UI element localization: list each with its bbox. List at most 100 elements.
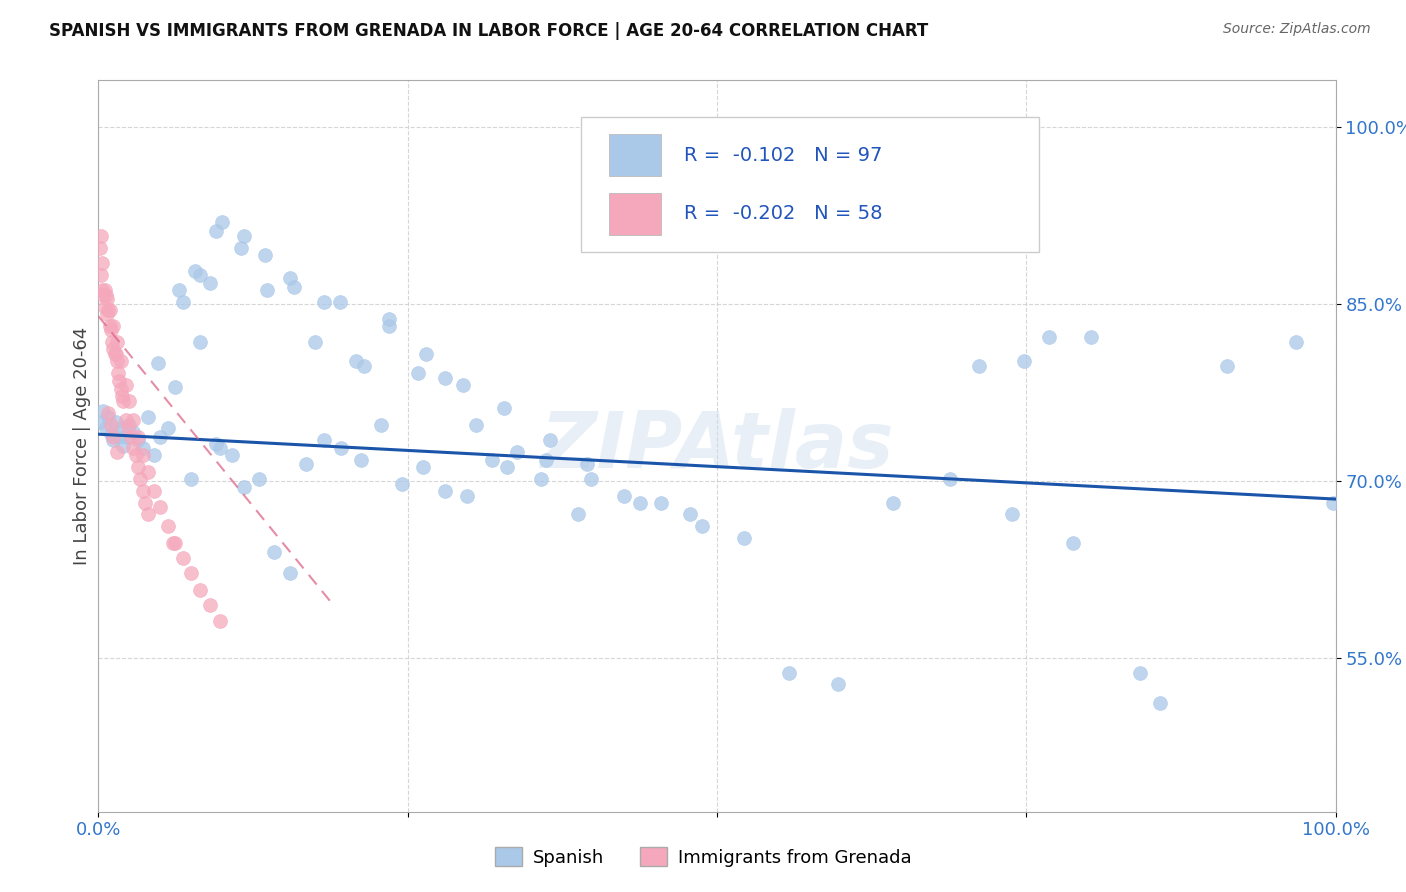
Point — [247, 472, 270, 486]
Text: ZIPAtlas: ZIPAtlas — [540, 408, 894, 484]
Point — [110, 383, 132, 397]
Point — [229, 241, 252, 255]
Point — [114, 377, 136, 392]
Point — [188, 335, 211, 350]
Point — [93, 288, 115, 302]
Point — [613, 489, 636, 503]
Point — [576, 457, 599, 471]
Point — [1038, 330, 1060, 344]
Point — [96, 292, 118, 306]
Point — [132, 483, 155, 498]
Point — [103, 318, 125, 333]
Point — [162, 535, 184, 549]
Point — [132, 442, 155, 456]
Point — [104, 347, 127, 361]
Point — [1216, 359, 1239, 373]
Point — [312, 295, 335, 310]
Point — [118, 394, 141, 409]
Point — [122, 425, 145, 439]
Point — [304, 335, 326, 350]
Point — [105, 335, 128, 350]
Point — [110, 421, 132, 435]
Point — [114, 429, 136, 443]
Point — [1080, 330, 1102, 344]
Point — [165, 535, 187, 549]
Point — [149, 500, 172, 515]
Point — [295, 457, 318, 471]
Point — [456, 489, 478, 503]
Point — [205, 224, 228, 238]
Point — [188, 582, 211, 597]
Point — [344, 354, 367, 368]
Point — [122, 442, 145, 456]
Point — [433, 370, 456, 384]
Point — [180, 472, 202, 486]
Point — [94, 288, 117, 302]
Point — [538, 433, 561, 447]
Point — [103, 343, 125, 357]
Point — [283, 279, 305, 293]
Point — [107, 366, 129, 380]
Point — [1000, 508, 1022, 522]
Point — [110, 354, 132, 368]
Point — [233, 480, 256, 494]
Point — [211, 215, 233, 229]
Point — [433, 483, 456, 498]
Point — [278, 271, 301, 285]
Point — [208, 442, 231, 456]
Point — [184, 264, 207, 278]
Point — [464, 417, 486, 432]
Point — [90, 229, 112, 244]
FancyBboxPatch shape — [609, 134, 661, 177]
Point — [112, 439, 135, 453]
Point — [93, 283, 115, 297]
Legend: Spanish, Immigrants from Grenada: Spanish, Immigrants from Grenada — [488, 840, 918, 874]
Point — [453, 377, 475, 392]
Point — [205, 436, 228, 450]
Text: SPANISH VS IMMIGRANTS FROM GRENADA IN LABOR FORCE | AGE 20-64 CORRELATION CHART: SPANISH VS IMMIGRANTS FROM GRENADA IN LA… — [49, 22, 928, 40]
Point — [118, 417, 141, 432]
Point — [329, 295, 352, 310]
Point — [278, 566, 301, 581]
Point — [134, 495, 156, 509]
Point — [256, 283, 278, 297]
Point — [370, 417, 392, 432]
Point — [122, 413, 145, 427]
Point — [650, 495, 672, 509]
Point — [679, 508, 702, 522]
Point — [1322, 495, 1344, 509]
Point — [96, 307, 118, 321]
Point — [263, 545, 285, 559]
Point — [536, 453, 558, 467]
Point — [406, 366, 429, 380]
Point — [100, 417, 122, 432]
Point — [97, 303, 120, 318]
Point — [111, 389, 134, 403]
Point — [172, 551, 194, 566]
Point — [107, 429, 129, 443]
Point — [312, 433, 335, 447]
Point — [91, 256, 114, 270]
Point — [378, 311, 401, 326]
Point — [494, 401, 516, 416]
FancyBboxPatch shape — [609, 193, 661, 235]
Point — [350, 453, 373, 467]
Point — [100, 427, 122, 442]
Point — [90, 268, 112, 282]
Point — [628, 495, 651, 509]
Point — [495, 460, 517, 475]
Point — [89, 241, 111, 255]
Point — [136, 508, 159, 522]
Point — [94, 421, 117, 435]
Point — [412, 460, 434, 475]
Point — [97, 409, 120, 424]
Point — [127, 433, 149, 447]
Point — [505, 445, 527, 459]
Point — [143, 483, 166, 498]
Point — [120, 429, 142, 443]
Point — [969, 359, 991, 373]
Point — [97, 406, 120, 420]
Text: Source: ZipAtlas.com: Source: ZipAtlas.com — [1223, 22, 1371, 37]
Point — [579, 472, 602, 486]
Point — [105, 445, 128, 459]
